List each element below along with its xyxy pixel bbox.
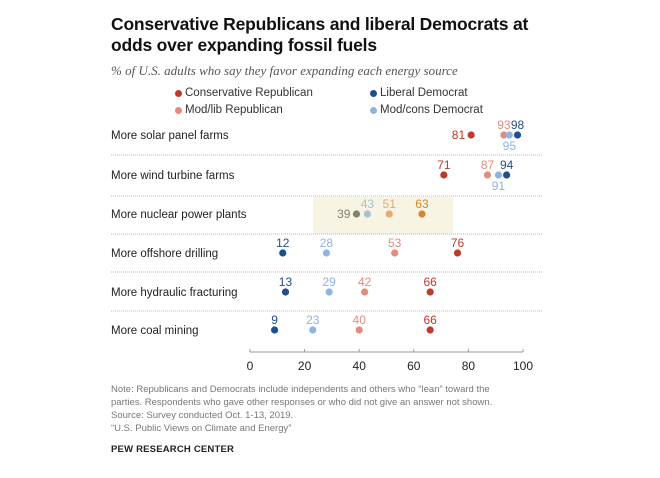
dot-mod-lib-republican-more-wind-turbine-farms <box>483 171 492 179</box>
value-label-mod-cons-democrat-more-nuclear-power-plants: 43 <box>361 197 375 211</box>
dot-conservative-republican-more-nuclear-power-plants <box>418 210 426 218</box>
note-line: parties. Respondents who gave other resp… <box>111 397 493 408</box>
value-label-liberal-democrat-more-wind-turbine-farms: 94 <box>500 158 514 172</box>
chart-subtitle: % of U.S. adults who say they favor expa… <box>111 63 458 78</box>
legend-item-liberal-democrat: Liberal Democrat <box>370 87 468 99</box>
dot-mod-lib-republican-more-nuclear-power-plants <box>385 210 393 218</box>
row-label-more-coal-mining: More coal mining <box>111 325 199 337</box>
dot-mod-cons-democrat-more-offshore-drilling <box>322 249 331 257</box>
legend-label: Mod/lib Republican <box>185 104 283 116</box>
value-label-conservative-republican-more-coal-mining: 66 <box>424 313 438 327</box>
chart-title: Conservative Republicans and liberal Dem… <box>111 14 529 55</box>
x-tick-label: 40 <box>353 359 367 373</box>
value-label-mod-cons-democrat-more-hydraulic-fracturing: 29 <box>322 275 336 289</box>
value-label-liberal-democrat-more-hydraulic-fracturing: 13 <box>279 275 293 289</box>
row-label-more-nuclear-power-plants: More nuclear power plants <box>111 209 247 221</box>
chart-note: Note: Republicans and Democrats include … <box>111 383 551 435</box>
dot-mod-lib-republican-more-offshore-drilling <box>391 249 399 257</box>
source-organization: PEW RESEARCH CENTER <box>111 444 235 455</box>
dot-liberal-democrat-more-nuclear-power-plants <box>352 210 361 218</box>
x-tick-label: 60 <box>407 359 421 373</box>
dot-mod-lib-republican-more-solar-panel-farms <box>500 131 508 139</box>
value-label-mod-cons-democrat-more-solar-panel-farms: 95 <box>503 139 517 153</box>
x-tick-label: 100 <box>513 359 533 373</box>
value-label-conservative-republican-more-nuclear-power-plants: 63 <box>415 197 429 211</box>
highlight-box <box>313 197 453 234</box>
report-title-line: “U.S. Public Views on Climate and Energy… <box>111 423 292 434</box>
legend-label: Liberal Democrat <box>380 87 468 99</box>
dot-liberal-democrat-more-coal-mining <box>270 326 279 334</box>
dot-conservative-republican-more-wind-turbine-farms <box>440 171 448 179</box>
value-label-mod-cons-democrat-more-offshore-drilling: 28 <box>320 236 334 250</box>
legend-item-mod-cons-democrat: Mod/cons Democrat <box>370 104 483 116</box>
dot-liberal-democrat-more-wind-turbine-farms <box>503 171 511 179</box>
value-label-mod-lib-republican-more-wind-turbine-farms: 87 <box>481 158 495 172</box>
value-label-liberal-democrat-more-nuclear-power-plants: 39 <box>337 207 351 221</box>
legend-label: Mod/cons Democrat <box>380 104 483 116</box>
row-label-more-offshore-drilling: More offshore drilling <box>111 248 218 260</box>
dot-mod-cons-democrat-more-coal-mining <box>309 326 317 334</box>
dot-liberal-democrat-more-offshore-drilling <box>279 249 287 257</box>
note-line: Note: Republicans and Democrats include … <box>111 384 490 395</box>
dot-mod-cons-democrat-more-wind-turbine-farms <box>494 171 503 179</box>
x-tick-label: 0 <box>247 359 254 373</box>
value-label-liberal-democrat-more-coal-mining: 9 <box>271 313 278 327</box>
legend-label: Conservative Republican <box>185 87 313 99</box>
value-label-conservative-republican-more-hydraulic-fracturing: 66 <box>424 275 438 289</box>
value-label-conservative-republican-more-wind-turbine-farms: 71 <box>437 158 451 172</box>
row-label-more-solar-panel-farms: More solar panel farms <box>111 130 229 142</box>
legend-item-conservative-republican: Conservative Republican <box>175 87 313 99</box>
row-label-more-hydraulic-fracturing: More hydraulic fracturing <box>111 287 238 299</box>
value-label-liberal-democrat-more-solar-panel-farms: 98 <box>511 118 525 132</box>
dot-liberal-democrat-more-solar-panel-farms <box>513 131 522 139</box>
value-label-mod-lib-republican-more-solar-panel-farms: 93 <box>497 118 511 132</box>
value-label-liberal-democrat-more-offshore-drilling: 12 <box>276 236 290 250</box>
legend-item-mod-lib-republican: Mod/lib Republican <box>175 104 283 116</box>
dot-plot: More solar panel farms More wind turbine … <box>111 118 543 373</box>
dot-mod-lib-republican-more-hydraulic-fracturing <box>361 288 369 296</box>
dot-conservative-republican-more-solar-panel-farms <box>467 131 475 139</box>
source-line: Source: Survey conducted Oct. 1-13, 2019… <box>111 410 294 421</box>
legend-dot-icon <box>370 89 377 97</box>
dot-mod-cons-democrat-more-solar-panel-farms <box>505 131 513 139</box>
value-label-mod-lib-republican-more-hydraulic-fracturing: 42 <box>358 275 372 289</box>
value-label-mod-cons-democrat-more-coal-mining: 23 <box>306 313 320 327</box>
legend-dot-icon <box>370 106 377 114</box>
dot-mod-cons-democrat-more-nuclear-power-plants <box>363 210 371 218</box>
row-label-more-wind-turbine-farms: More wind turbine farms <box>111 170 235 182</box>
value-label-mod-lib-republican-more-coal-mining: 40 <box>353 313 367 327</box>
value-label-conservative-republican-more-offshore-drilling: 76 <box>451 236 465 250</box>
dot-mod-cons-democrat-more-hydraulic-fracturing <box>325 288 333 296</box>
x-tick-label: 80 <box>462 359 476 373</box>
dot-conservative-republican-more-hydraulic-fracturing <box>426 288 434 296</box>
value-label-mod-cons-democrat-more-wind-turbine-farms: 91 <box>492 179 506 193</box>
dot-conservative-republican-more-offshore-drilling <box>453 249 462 257</box>
value-label-conservative-republican-more-solar-panel-farms: 81 <box>452 128 466 142</box>
x-tick-label: 20 <box>298 359 312 373</box>
legend-dot-icon <box>175 89 182 97</box>
value-label-mod-lib-republican-more-nuclear-power-plants: 51 <box>383 197 397 211</box>
dot-mod-lib-republican-more-coal-mining <box>355 326 363 334</box>
dot-conservative-republican-more-coal-mining <box>426 326 434 334</box>
legend-dot-icon <box>175 106 182 114</box>
dot-liberal-democrat-more-hydraulic-fracturing <box>281 288 290 296</box>
value-label-mod-lib-republican-more-offshore-drilling: 53 <box>388 236 402 250</box>
